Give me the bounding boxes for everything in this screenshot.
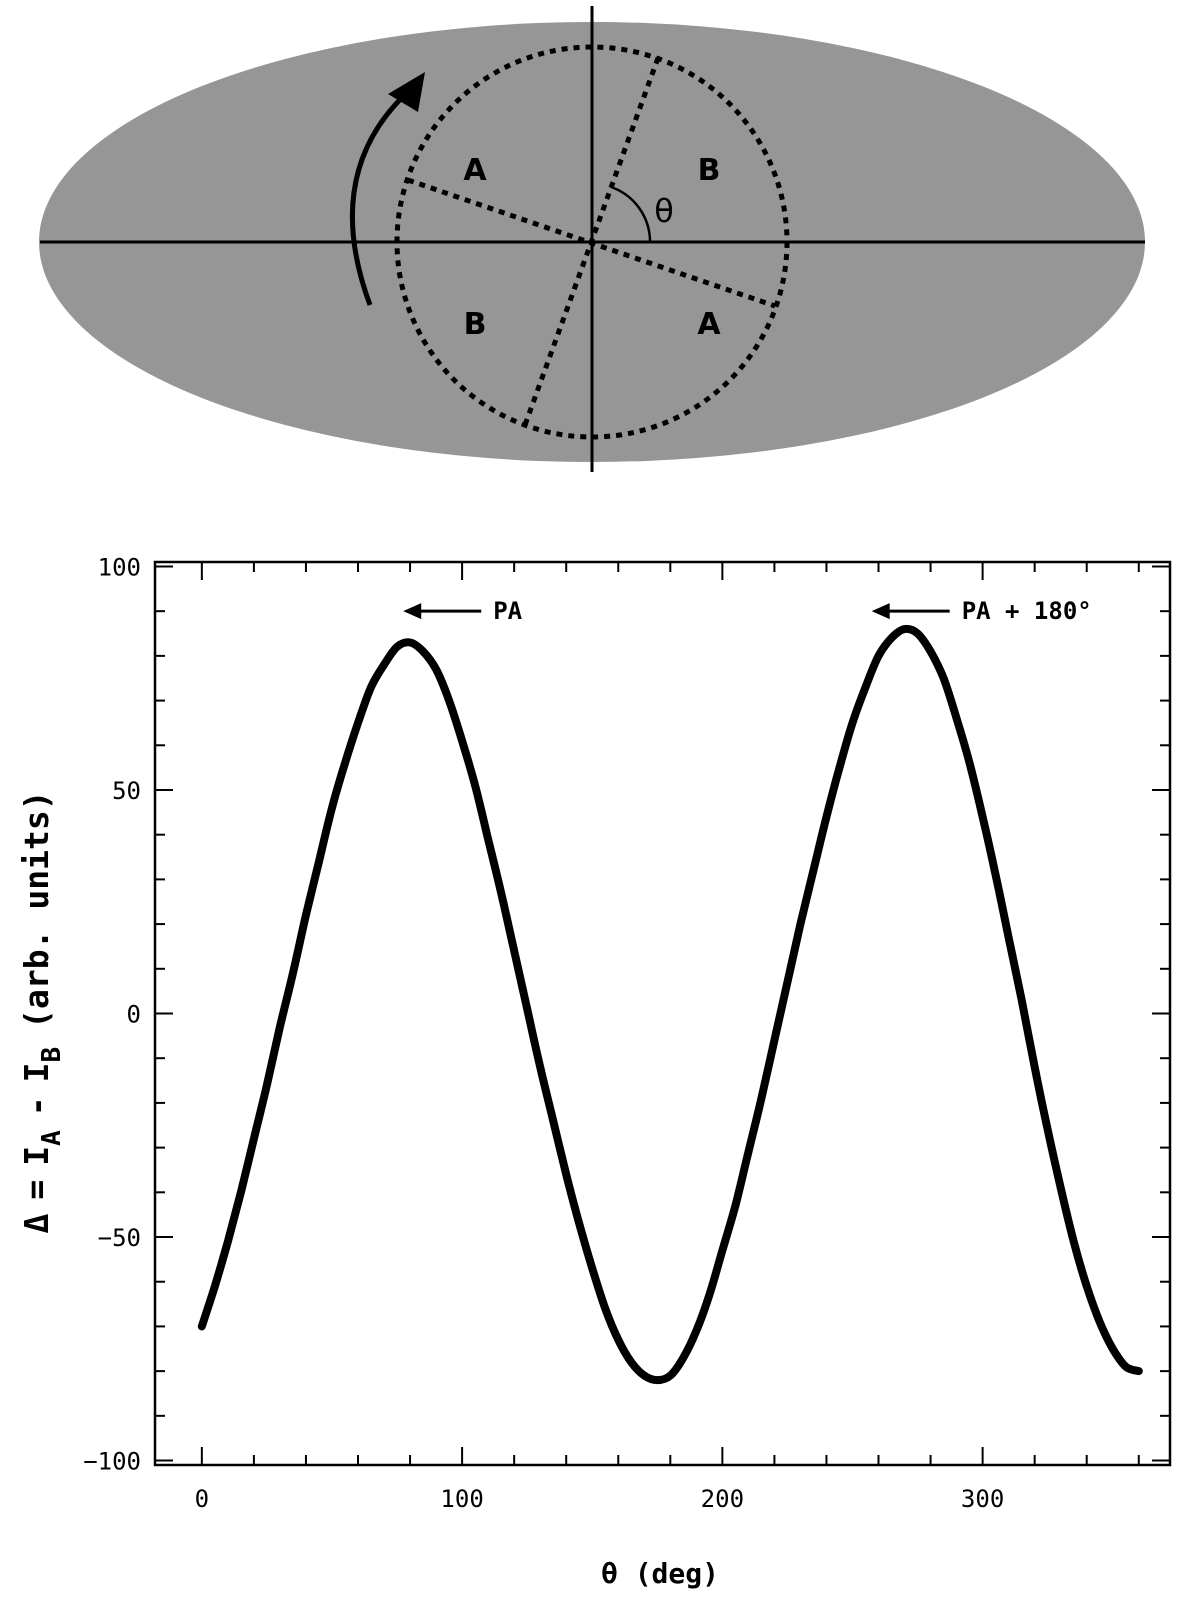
rotation-diagram: A B B A θ	[39, 6, 1145, 472]
angle-theta-label: θ	[654, 192, 674, 230]
y-tick-labels: 100 50 0 −50 −100	[83, 553, 141, 1475]
x-tick-label: 100	[440, 1485, 483, 1513]
x-tick-label: 300	[961, 1485, 1004, 1513]
slit-line-ba	[522, 57, 661, 426]
y-label-minus: -	[17, 1096, 56, 1116]
x-tick-labels: 0 100 200 300	[195, 1485, 1005, 1513]
series-curve	[197, 624, 1143, 1385]
axis-ticks	[155, 562, 1170, 1465]
y-label-equals: =	[17, 1180, 56, 1200]
annotation-arrow-head	[871, 603, 890, 620]
y-tick-label: −50	[98, 1224, 141, 1252]
aperture-circle	[394, 44, 790, 440]
plot-frame	[153, 560, 1172, 1467]
y-label-delta: Δ	[17, 1214, 56, 1234]
y-label-term-a: I	[17, 1146, 56, 1166]
y-label-term-b: I	[17, 1063, 56, 1083]
y-tick-label: 50	[112, 777, 141, 805]
peak-annotations: PA PA + 180°	[403, 597, 1092, 625]
x-axis-label: θ (deg)	[601, 1557, 719, 1590]
annotation-label: PA + 180°	[962, 597, 1092, 625]
y-axis-label: Δ=IA-IB(arb. units)	[17, 790, 67, 1233]
region-label-a-upper: A	[463, 153, 487, 188]
rotation-arrow-head	[388, 72, 425, 112]
region-label-a-lower: A	[697, 307, 721, 342]
y-label-sub-a: A	[37, 1130, 67, 1146]
y-tick-label: −100	[83, 1448, 141, 1476]
angle-arc	[610, 185, 652, 243]
plot: 0 100 200 300 100 50 0 −50 −100 PA PA + 180° θ (…	[17, 553, 1172, 1590]
y-tick-label: 0	[127, 1001, 141, 1029]
region-label-b-upper: B	[698, 153, 721, 188]
y-label-units: (arb. units)	[17, 790, 56, 1028]
y-tick-label: 100	[98, 553, 141, 581]
x-tick-label: 0	[195, 1485, 209, 1513]
x-tick-label: 200	[701, 1485, 744, 1513]
rotation-arrow-shaft	[349, 86, 414, 306]
y-label-sub-b: B	[37, 1047, 67, 1063]
annotation-arrow-head	[403, 603, 422, 620]
region-label-b-lower: B	[464, 307, 487, 342]
annotation-label: PA	[493, 597, 522, 625]
